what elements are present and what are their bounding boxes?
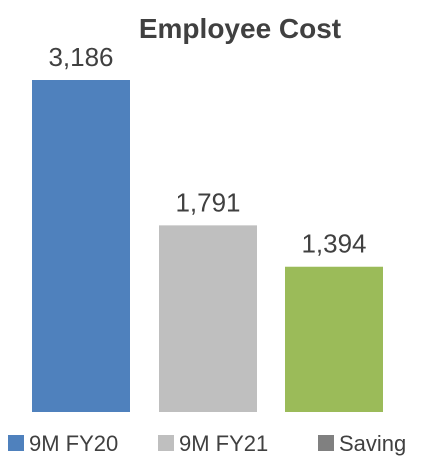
bar-9m-fy21 — [159, 225, 257, 412]
data-label-9m-fy20: 3,186 — [48, 42, 113, 72]
legend-swatch-saving — [318, 435, 334, 451]
bars-group — [32, 80, 383, 412]
legend-label-saving: Saving — [339, 431, 406, 456]
bar-9m-fy20 — [32, 80, 130, 412]
legend: 9M FY20 9M FY21 Saving — [8, 431, 406, 456]
legend-swatch-9m-fy20 — [8, 435, 24, 451]
legend-swatch-9m-fy21 — [158, 435, 174, 451]
bar-saving — [285, 266, 383, 412]
data-labels-group: 3,186 1,791 1,394 — [48, 42, 366, 259]
legend-label-9m-fy20: 9M FY20 — [29, 431, 118, 456]
legend-label-9m-fy21: 9M FY21 — [179, 431, 268, 456]
data-label-9m-fy21: 1,791 — [175, 187, 240, 217]
chart-title: Employee Cost — [139, 13, 341, 44]
data-label-saving: 1,394 — [301, 229, 366, 259]
